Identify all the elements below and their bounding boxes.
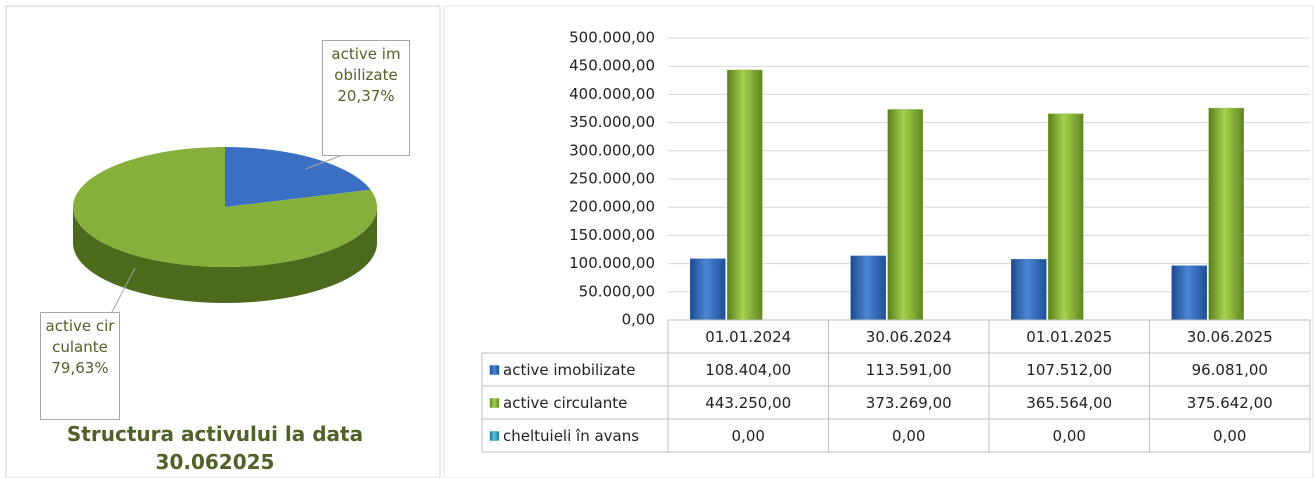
x-tick-label: 01.01.2025 xyxy=(1026,328,1112,346)
pie-value-label: 20,37% xyxy=(337,87,395,105)
pie-side xyxy=(73,207,377,303)
table-value: 108.404,00 xyxy=(705,361,791,379)
leader-line xyxy=(305,155,341,170)
legend-label: active circulante xyxy=(503,394,627,412)
bar xyxy=(690,258,726,321)
y-tick-label: 250.000,00 xyxy=(569,170,655,188)
table-value: 0,00 xyxy=(1213,427,1246,445)
pie-label: active imobilizate xyxy=(331,45,401,84)
table-value: 0,00 xyxy=(892,427,925,445)
pie-slice xyxy=(72,147,377,267)
legend-label: cheltuieli în avans xyxy=(503,427,639,445)
pie-callout: active imobilizate 20,37% xyxy=(322,40,410,156)
x-tick-label: 30.06.2025 xyxy=(1187,328,1273,346)
table-value: 375.642,00 xyxy=(1187,394,1273,412)
legend-marker xyxy=(489,398,500,408)
legend-label: active imobilizate xyxy=(503,361,636,379)
bar xyxy=(850,255,886,321)
y-tick-label: 300.000,00 xyxy=(569,141,655,159)
y-tick-label: 500.000,00 xyxy=(569,29,655,47)
bar xyxy=(1208,107,1244,321)
y-tick-label: 100.000,00 xyxy=(569,254,655,272)
pie-callout: active circulante 79,63% xyxy=(40,312,120,420)
y-tick-label: 150.000,00 xyxy=(569,226,655,244)
bar xyxy=(1171,265,1207,321)
bar-panel xyxy=(443,5,1314,478)
y-tick-label: 450.000,00 xyxy=(569,57,655,75)
table-value: 373.269,00 xyxy=(866,394,952,412)
y-tick-label: 200.000,00 xyxy=(569,198,655,216)
leader-line xyxy=(111,267,136,313)
bar xyxy=(727,69,763,321)
chart-title: Structura activului la data 30.062025 xyxy=(66,422,364,474)
bar xyxy=(1048,113,1084,321)
bar xyxy=(887,109,923,321)
y-tick-label: 50.000,00 xyxy=(579,282,655,300)
legend-marker xyxy=(489,431,500,441)
pie-slice xyxy=(225,147,371,207)
table-value: 365.564,00 xyxy=(1026,394,1112,412)
x-tick-label: 01.01.2024 xyxy=(705,328,791,346)
pie-label: active circulante xyxy=(45,317,115,356)
y-tick-label: 0,00 xyxy=(622,311,655,329)
table-value: 0,00 xyxy=(1053,427,1086,445)
table-value: 0,00 xyxy=(732,427,765,445)
legend-marker xyxy=(489,365,500,375)
y-tick-label: 400.000,00 xyxy=(569,85,655,103)
bar xyxy=(1011,259,1047,321)
pie-panel xyxy=(5,5,441,478)
y-tick-label: 350.000,00 xyxy=(569,113,655,131)
x-tick-label: 30.06.2024 xyxy=(866,328,952,346)
table-value: 96.081,00 xyxy=(1192,361,1268,379)
table-value: 107.512,00 xyxy=(1026,361,1112,379)
pie-value-label: 79,63% xyxy=(51,359,109,377)
table-value: 443.250,00 xyxy=(705,394,791,412)
table-value: 113.591,00 xyxy=(866,361,952,379)
